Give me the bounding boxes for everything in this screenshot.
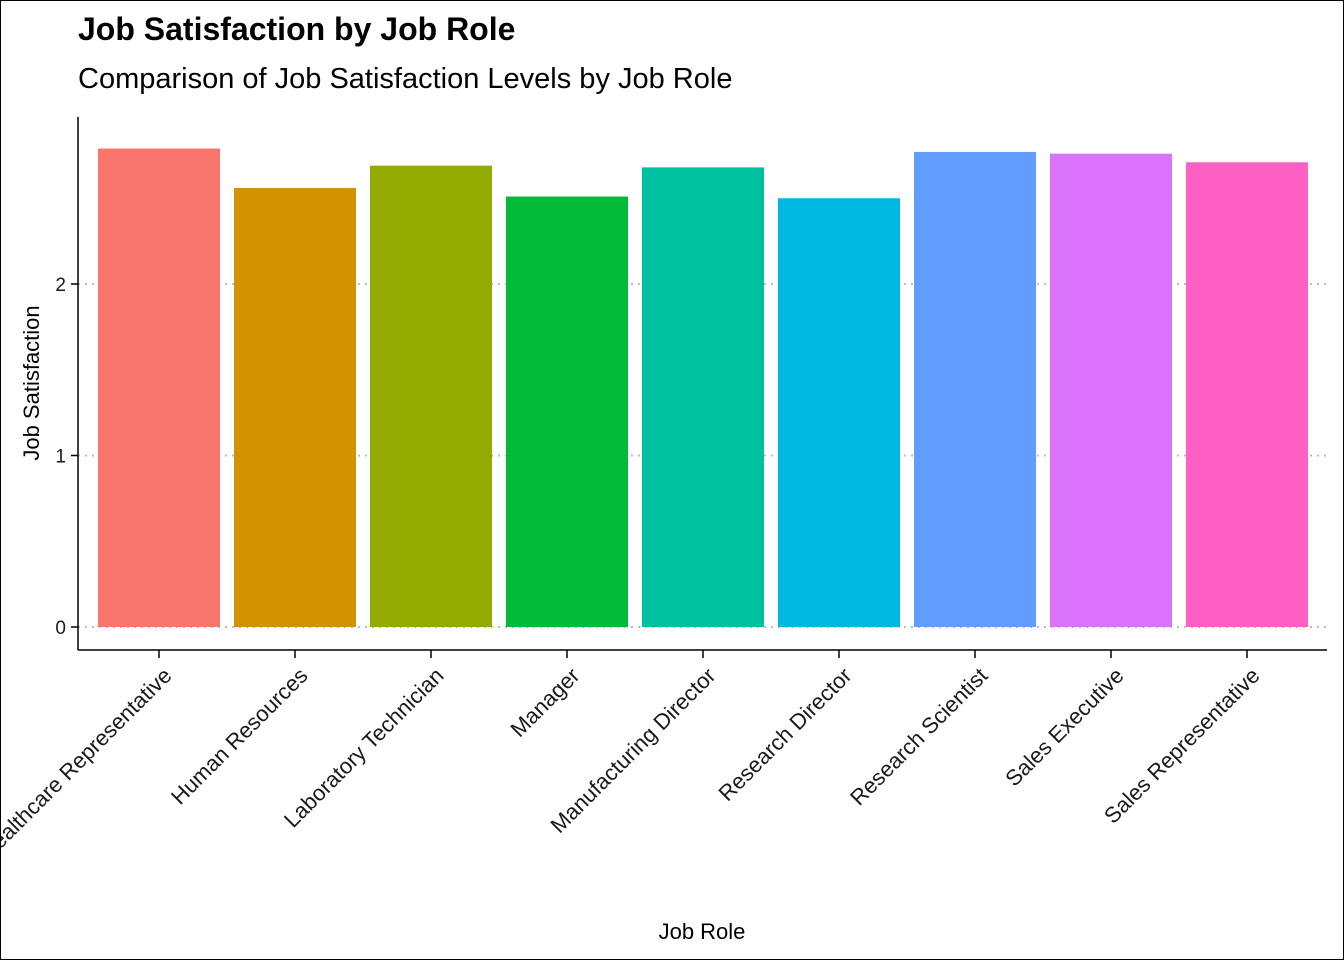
- y-tick-label: 0: [55, 618, 66, 639]
- y-axis-title: Job Satisfaction: [19, 305, 44, 460]
- bar: [778, 198, 900, 627]
- y-tick-label: 1: [55, 447, 66, 468]
- y-tick-label: 2: [55, 275, 66, 296]
- bar: [1186, 162, 1308, 628]
- x-tick-label: Human Resources: [166, 663, 313, 810]
- x-tick-label: Healthcare Representative: [1, 663, 177, 865]
- x-axis-title: Job Role: [659, 919, 746, 944]
- bar: [506, 196, 628, 627]
- y-ticks: 0 1 2: [55, 275, 78, 639]
- x-tick-label: Sales Executive: [1000, 663, 1128, 791]
- x-tick-label: Research Director: [714, 663, 857, 806]
- bars: [98, 148, 1308, 628]
- x-tick-label: Research Scientist: [845, 663, 992, 810]
- x-tick-label: Sales Representative: [1099, 663, 1265, 829]
- bar: [914, 151, 1036, 627]
- chart-subtitle: Comparison of Job Satisfaction Levels by…: [78, 63, 733, 95]
- x-tick-label: Manager: [505, 663, 584, 742]
- bar: [642, 167, 764, 627]
- bar: [1050, 153, 1172, 627]
- bar: [234, 187, 356, 627]
- bar: [98, 148, 220, 627]
- chart-title: Job Satisfaction by Job Role: [78, 11, 516, 47]
- bar: [370, 165, 492, 628]
